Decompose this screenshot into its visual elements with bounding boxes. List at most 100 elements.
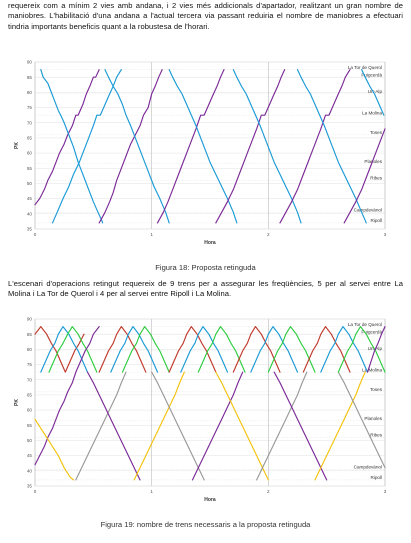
train-path-18 (256, 371, 308, 481)
station-label: Ribes (370, 433, 382, 438)
station-label: Planoles (364, 159, 382, 164)
station-label: La Molina (362, 110, 382, 115)
x-axis-label: Hora (204, 240, 216, 246)
timetable-chart-trains: 35 40 45 50 55 60 65 70 75 80 85 90 0 1 2 3 La Tor de Qu… (14, 317, 387, 503)
train-path-11 (296, 69, 367, 224)
station-label: Toses (370, 130, 383, 135)
station-label: Campdevànol (354, 465, 382, 470)
y-tick-label: 90 (27, 60, 33, 65)
train-path-7 (86, 371, 141, 481)
y-tick-label: 35 (27, 227, 33, 232)
train-path-17 (215, 371, 269, 481)
train-path-8 (215, 69, 286, 224)
station-label: Toses (370, 387, 383, 392)
train-path-11 (133, 371, 185, 481)
y-tick-label: 85 (27, 332, 33, 337)
x-axis-label: Hora (204, 497, 216, 503)
y-tick-label: 75 (27, 105, 33, 110)
station-label: Campdevànol (354, 208, 382, 213)
timetable-chart-proposal: 35 40 45 50 55 60 65 70 75 80 85 90 0 1 2 3 La Tor de Qu… (14, 60, 387, 246)
y-tick-label: 90 (27, 317, 33, 322)
train-path-14 (168, 326, 217, 373)
y-tick-label: 40 (27, 468, 33, 473)
train-path-8 (98, 326, 147, 373)
station-label: La Molina (362, 367, 382, 372)
y-tick-label: 40 (27, 211, 33, 216)
y-tick-label: 45 (27, 453, 33, 458)
train-path-24 (337, 371, 386, 469)
train-path-26 (320, 326, 369, 373)
y-axis-label: PK (14, 399, 20, 406)
station-label: Ripoll (371, 218, 383, 223)
train-path-9 (232, 69, 302, 224)
x-tick-label: 0 (34, 489, 37, 494)
train-path-19 (273, 371, 328, 481)
y-tick-label: 80 (27, 347, 33, 352)
train-path-5 (104, 69, 170, 224)
train-path-3 (48, 326, 98, 373)
train-path-3 (98, 69, 163, 224)
station-label: Planoles (364, 416, 382, 421)
station-label: La Tor de Querol (348, 65, 382, 70)
x-tick-label: 2 (267, 232, 270, 237)
train-path-10 (279, 69, 351, 224)
train-path-6 (75, 371, 127, 481)
train-path-1 (34, 69, 100, 206)
train-path-13 (191, 371, 244, 481)
y-tick-label: 75 (27, 362, 33, 367)
figure-18-caption: Figura 18: Proposta retinguda (155, 263, 256, 272)
train-path-27 (337, 326, 386, 373)
x-tick-label: 3 (384, 232, 387, 237)
y-tick-label: 60 (27, 151, 33, 156)
train-path-9 (110, 326, 159, 373)
train-path-23 (314, 371, 366, 481)
train-path-12 (151, 371, 205, 481)
train-path-21 (250, 326, 299, 373)
train-path-6 (156, 69, 225, 224)
y-tick-label: 55 (27, 423, 33, 428)
station-label: Ripoll (371, 475, 383, 480)
train-path-13 (361, 69, 385, 116)
train-path-4 (34, 326, 100, 466)
train-path-5 (34, 418, 75, 481)
train-path-28 (366, 326, 386, 373)
y-axis-label: PK (14, 142, 20, 149)
y-tick-label: 85 (27, 75, 33, 80)
y-tick-label: 60 (27, 408, 33, 413)
station-label: Puigcerdà (361, 329, 382, 334)
paragraph-intro: requereix com a mínim 2 vies amb andana,… (8, 1, 403, 31)
train-path-2 (40, 326, 89, 373)
station-label: Puigcerdà (361, 72, 382, 77)
station-label: Ribes (370, 176, 382, 181)
train-path-2 (40, 69, 104, 224)
y-tick-label: 45 (27, 196, 33, 201)
figure-19-caption: Figura 19: nombre de trens necessaris a … (100, 520, 311, 529)
x-tick-label: 1 (150, 489, 153, 494)
paragraph-operations: L'escenari d'operacions retingut requere… (8, 279, 403, 299)
y-tick-label: 80 (27, 90, 33, 95)
train-path-25 (302, 326, 351, 373)
train-path-12 (343, 128, 386, 224)
y-tick-label: 50 (27, 181, 33, 186)
x-tick-label: 2 (267, 489, 270, 494)
plot-area (34, 318, 386, 487)
train-path-4 (51, 69, 122, 224)
y-tick-label: 65 (27, 393, 33, 398)
train-path-15 (180, 326, 229, 373)
y-tick-label: 50 (27, 438, 33, 443)
train-path-20 (232, 326, 281, 373)
train-path-10 (121, 326, 170, 373)
y-tick-label: 70 (27, 377, 33, 382)
y-tick-label: 55 (27, 166, 33, 171)
y-tick-label: 70 (27, 120, 33, 125)
train-path-16 (197, 326, 246, 373)
y-tick-label: 65 (27, 136, 33, 141)
station-label: Urt-Alp (368, 89, 383, 94)
train-path-22 (267, 326, 316, 373)
x-tick-label: 3 (384, 489, 387, 494)
station-label: La Tor de Querol (348, 322, 382, 327)
x-tick-label: 1 (150, 232, 153, 237)
y-tick-label: 35 (27, 484, 33, 489)
x-tick-label: 0 (34, 232, 37, 237)
train-path-7 (168, 69, 238, 224)
